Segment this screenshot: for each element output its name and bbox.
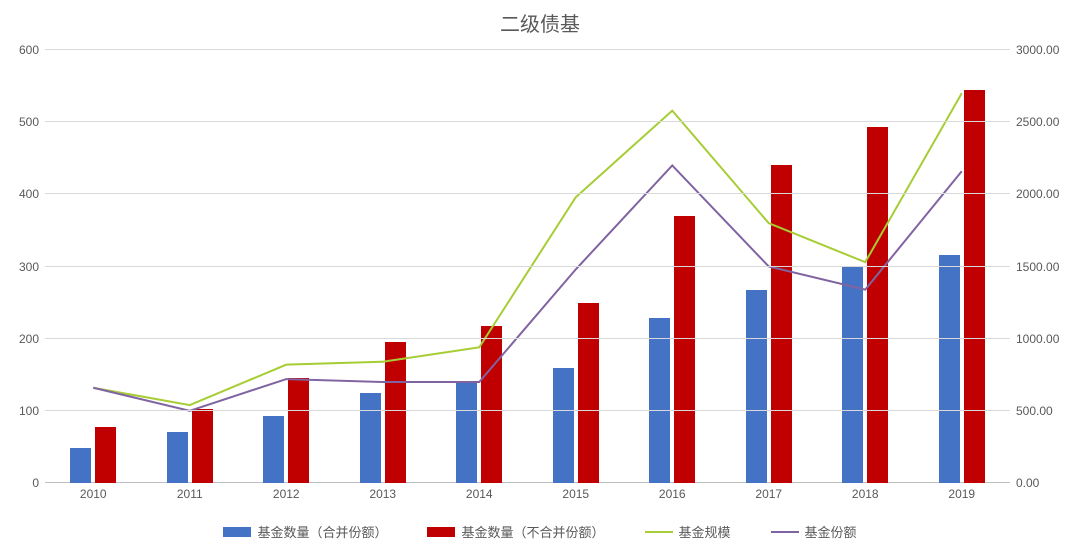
y-right-tick-label: 0.00 xyxy=(1010,476,1039,490)
y-right-tick-label: 3000.00 xyxy=(1010,43,1059,57)
y-right-tick-label: 2500.00 xyxy=(1010,115,1059,129)
legend-item: 基金数量（合并份额） xyxy=(223,522,387,541)
x-tick-label: 2015 xyxy=(528,483,625,501)
y-left-tick-label: 0 xyxy=(32,476,45,490)
legend: 基金数量（合并份额） 基金数量（不合并份额） 基金规模 基金份额 xyxy=(0,522,1080,541)
x-tick-label: 2010 xyxy=(45,483,142,501)
grid-line xyxy=(45,338,1010,339)
legend-label: 基金数量（合并份额） xyxy=(257,522,387,541)
y-left-tick-label: 500 xyxy=(19,115,45,129)
y-left-tick-label: 200 xyxy=(19,332,45,346)
grid-line xyxy=(45,121,1010,122)
x-tick-label: 2013 xyxy=(335,483,432,501)
y-left-tick-label: 100 xyxy=(19,404,45,418)
legend-swatch-line xyxy=(771,531,799,533)
x-tick-label: 2019 xyxy=(914,483,1011,501)
legend-swatch-bar xyxy=(427,527,455,537)
x-tick-label: 2012 xyxy=(238,483,335,501)
x-tick-label: 2016 xyxy=(624,483,721,501)
legend-label: 基金份额 xyxy=(805,522,857,541)
x-tick-label: 2011 xyxy=(142,483,239,501)
y-left-tick-label: 300 xyxy=(19,260,45,274)
legend-swatch-bar xyxy=(223,527,251,537)
grid-line xyxy=(45,482,1010,483)
y-right-tick-label: 2000.00 xyxy=(1010,187,1059,201)
grid-line xyxy=(45,49,1010,50)
y-right-tick-label: 1500.00 xyxy=(1010,260,1059,274)
y-right-tick-label: 1000.00 xyxy=(1010,332,1059,346)
y-left-tick-label: 400 xyxy=(19,187,45,201)
grid-line xyxy=(45,410,1010,411)
legend-item: 基金份额 xyxy=(771,522,857,541)
legend-item: 基金规模 xyxy=(645,522,731,541)
legend-item: 基金数量（不合并份额） xyxy=(427,522,604,541)
chart-title: 二级债基 xyxy=(0,8,1080,37)
legend-label: 基金数量（不合并份额） xyxy=(461,522,604,541)
x-tick-label: 2014 xyxy=(431,483,528,501)
y-left-tick-label: 600 xyxy=(19,43,45,57)
legend-label: 基金规模 xyxy=(679,522,731,541)
legend-swatch-line xyxy=(645,531,673,533)
x-tick-label: 2018 xyxy=(817,483,914,501)
x-tick-label: 2017 xyxy=(721,483,818,501)
chart-container: 二级债基 20102011201220132014201520162017201… xyxy=(0,0,1080,553)
y-right-tick-label: 500.00 xyxy=(1010,404,1053,418)
plot-area: 2010201120122013201420152016201720182019… xyxy=(45,50,1010,483)
lines-layer xyxy=(45,50,1010,483)
grid-line xyxy=(45,193,1010,194)
grid-line xyxy=(45,266,1010,267)
